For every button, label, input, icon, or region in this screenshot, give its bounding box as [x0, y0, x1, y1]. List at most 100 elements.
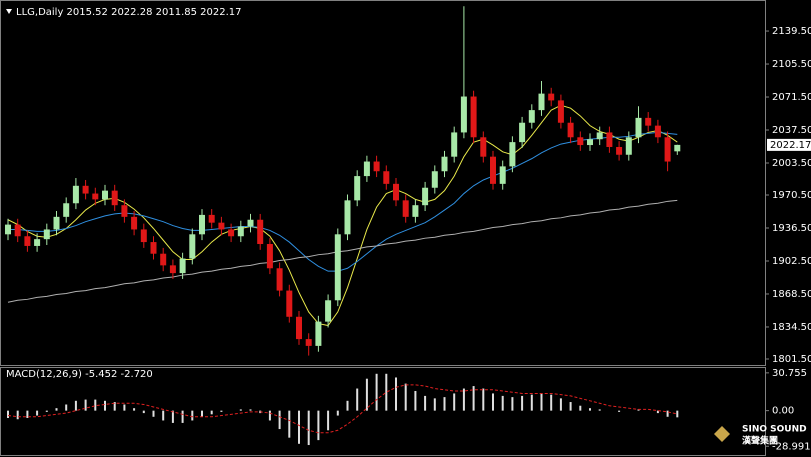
candle-body	[538, 93, 545, 111]
macd-bar	[462, 388, 465, 411]
candle-body	[596, 132, 603, 140]
macd-bar	[472, 386, 475, 411]
candle-body	[606, 132, 613, 147]
macd-bar	[298, 410, 300, 444]
macd-bar	[288, 410, 291, 438]
logo-subtitle: 漢聲集團	[742, 435, 778, 447]
macd-bar	[152, 410, 155, 417]
macd-bar	[511, 397, 514, 411]
macd-bar	[637, 409, 640, 411]
macd-bar	[356, 388, 359, 411]
candle-body	[587, 139, 593, 146]
moving-average	[8, 131, 678, 272]
macd-bar	[618, 410, 621, 412]
candle-body	[354, 176, 361, 201]
candle-body	[150, 242, 157, 254]
macd-bar	[550, 394, 553, 411]
macd-bar	[656, 410, 659, 414]
y-tick-label: 1970.50	[772, 190, 811, 201]
candle-body	[344, 200, 351, 235]
candle-body	[567, 122, 574, 138]
candle-body	[499, 166, 506, 184]
y-tick-label: 1902.50	[772, 256, 811, 267]
candle-body	[43, 229, 50, 240]
candle-body	[14, 224, 21, 237]
y-tick-label: 1868.50	[772, 289, 811, 300]
candle-body	[82, 185, 89, 194]
candle-body	[402, 200, 409, 217]
candle-body	[140, 229, 147, 243]
macd-bar	[395, 377, 397, 411]
logo-title: SINO SOUND	[742, 425, 807, 435]
macd-bar	[278, 410, 281, 430]
macd-bar	[317, 410, 320, 441]
price-tag: 2022.17	[770, 140, 811, 151]
candle-body	[111, 190, 118, 206]
candle-body	[34, 239, 41, 246]
macd-bar	[201, 410, 203, 417]
candle-body	[509, 142, 516, 167]
macd-bar	[540, 393, 543, 411]
candle-body	[393, 183, 399, 201]
menu-triangle	[6, 9, 12, 14]
candle-body	[276, 268, 283, 291]
macd-bar	[162, 410, 165, 421]
candle-body	[325, 300, 332, 322]
candle-body	[645, 117, 652, 126]
candle-body	[480, 137, 487, 157]
candle-body	[470, 96, 477, 138]
macd-bar	[521, 395, 524, 411]
macd-bar	[74, 400, 77, 411]
macd-bar	[26, 410, 29, 419]
macd-bar	[414, 390, 417, 411]
candle-body	[286, 290, 293, 317]
candle-body	[169, 265, 176, 274]
candle-body	[199, 214, 205, 235]
macd-bar	[443, 397, 446, 411]
macd-bar	[666, 410, 669, 417]
macd-bar	[530, 394, 533, 411]
y-tick-label: 2105.50	[772, 59, 811, 70]
logo-icon	[714, 426, 730, 442]
macd-bar	[239, 409, 242, 411]
macd-bar	[94, 399, 97, 411]
candle-body	[528, 110, 535, 123]
candle-body	[208, 214, 215, 223]
candle-body	[664, 137, 671, 162]
macd-bar	[453, 393, 456, 411]
macd-bar	[16, 410, 19, 420]
candle-body	[228, 229, 235, 237]
macd-bar	[171, 410, 174, 423]
candle-body	[24, 236, 31, 246]
candle-body	[334, 234, 341, 301]
macd-bar	[385, 373, 388, 411]
candle-body	[557, 100, 564, 123]
macd-bar	[45, 410, 48, 412]
candle-body	[179, 258, 186, 274]
macd-bar	[501, 395, 504, 411]
candle-body	[218, 222, 225, 230]
candle-body	[625, 137, 632, 155]
candle-body	[373, 161, 380, 172]
macd-bar	[424, 395, 427, 411]
candle-body	[296, 316, 302, 340]
macd-bar	[336, 410, 339, 416]
candle-body	[422, 187, 429, 206]
y-tick-label: 2071.50	[772, 92, 811, 103]
candle-body	[383, 171, 390, 184]
candle-body	[431, 171, 438, 188]
y-tick-label: 1801.50	[772, 354, 811, 365]
macd-bar	[598, 409, 601, 411]
macd-bar	[569, 402, 572, 411]
macd-bar	[133, 408, 136, 411]
candle-body	[53, 216, 60, 230]
candle-body	[412, 205, 419, 217]
macd-bar	[36, 410, 39, 416]
candle-body	[674, 144, 681, 152]
y-tick-label: 30.755	[772, 368, 807, 379]
candle-body	[92, 193, 99, 200]
candle-body	[247, 219, 254, 227]
y-tick-label: 1936.50	[772, 223, 811, 234]
candle-body	[451, 132, 458, 157]
candle-body	[131, 216, 138, 230]
